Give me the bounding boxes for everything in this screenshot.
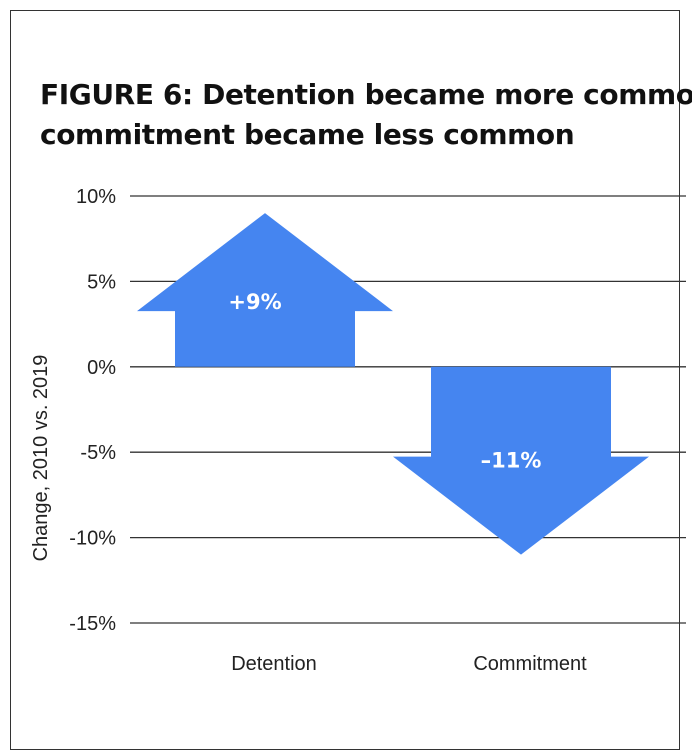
bars: [137, 213, 649, 555]
y-tick-label: 0%: [87, 357, 116, 379]
data-label: –11%: [481, 449, 542, 473]
chart-title: FIGURE 6: Detention became more common; …: [40, 75, 692, 155]
data-labels: +9% –11%: [228, 290, 541, 473]
x-category-label: Commitment: [473, 653, 587, 675]
data-label: +9%: [228, 290, 281, 314]
y-tick-label: -5%: [80, 442, 116, 464]
bar-arrow-commitment: [393, 366, 649, 555]
y-tick-label: 5%: [87, 271, 116, 293]
x-category-label: Detention: [231, 653, 317, 675]
chart-title-line-1: FIGURE 6: Detention became more common;: [40, 78, 692, 111]
x-axis-labels: Detention Commitment: [231, 653, 587, 675]
y-tick-label: -10%: [69, 528, 116, 550]
y-axis-label: Change, 2010 vs. 2019: [30, 355, 52, 562]
y-tick-label: 10%: [76, 186, 116, 208]
chart-title-line-2: commitment became less common: [40, 118, 575, 151]
bar-arrow-detention: [137, 213, 393, 367]
y-tick-label: -15%: [69, 613, 116, 635]
y-axis-ticks: 10% 5% 0% -5% -10% -15%: [69, 186, 116, 635]
